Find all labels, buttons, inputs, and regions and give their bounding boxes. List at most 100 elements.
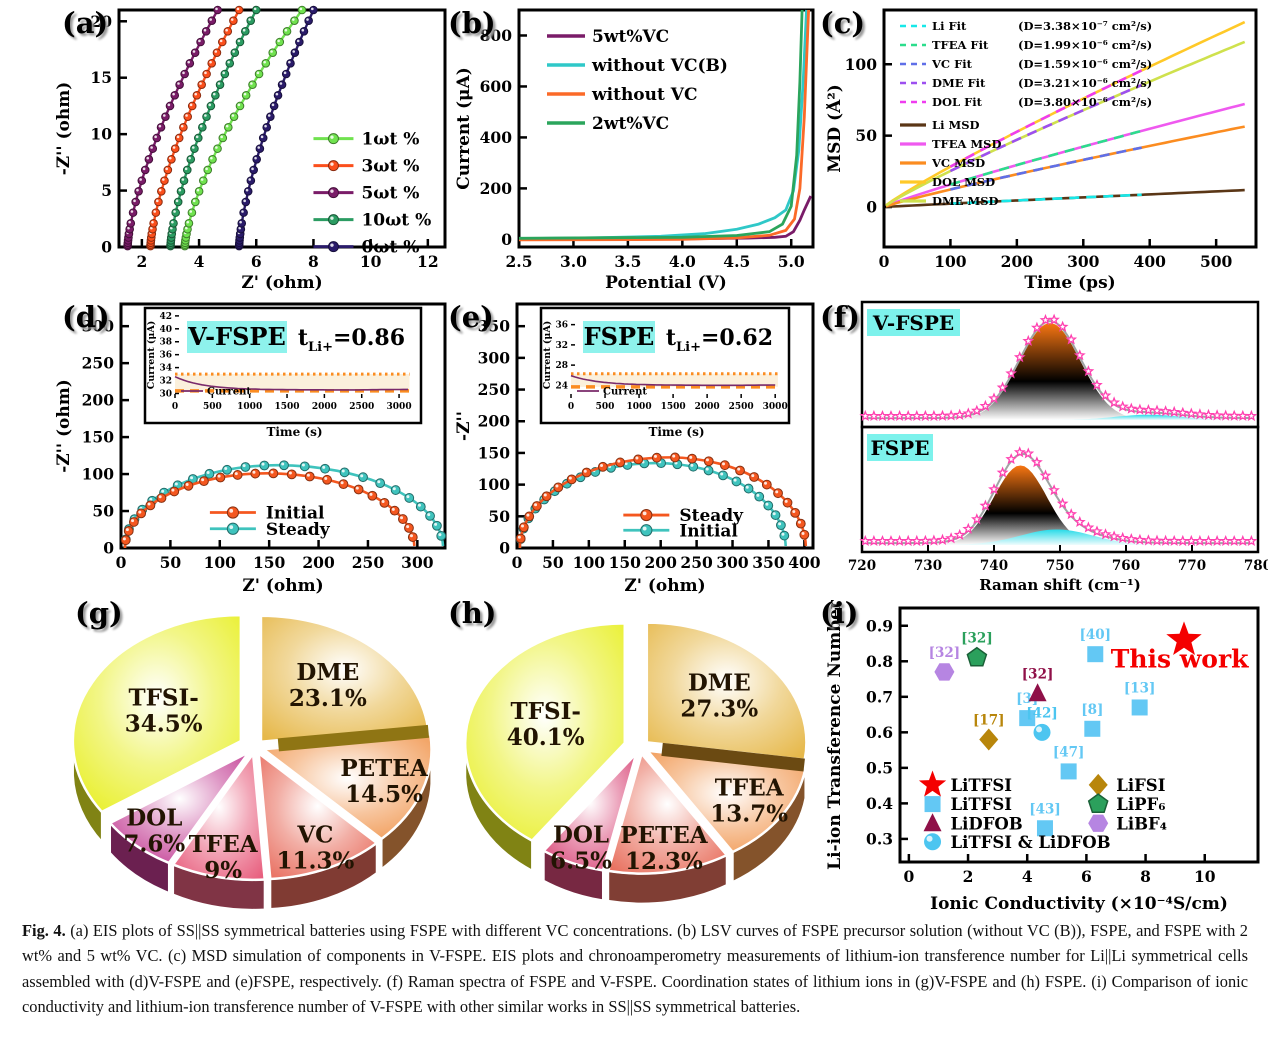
svg-text:without VC: without VC bbox=[591, 85, 698, 105]
svg-text:tLi+=0.86: tLi+=0.86 bbox=[298, 325, 405, 355]
svg-text:2000: 2000 bbox=[695, 402, 720, 412]
svg-text:TFSI-: TFSI- bbox=[511, 698, 581, 725]
svg-text:5ωt %: 5ωt % bbox=[361, 184, 419, 204]
panel-label-f: (f) bbox=[820, 300, 860, 334]
svg-text:0.8: 0.8 bbox=[866, 652, 893, 671]
svg-text:without VC(B): without VC(B) bbox=[591, 56, 728, 76]
svg-text:Time (ps): Time (ps) bbox=[1024, 273, 1115, 293]
svg-text:PETEA: PETEA bbox=[340, 755, 428, 782]
svg-text:Li-ion Transference Number: Li-ion Transference Number bbox=[826, 600, 845, 870]
svg-text:4: 4 bbox=[194, 252, 205, 271]
svg-text:5.0: 5.0 bbox=[778, 252, 805, 271]
svg-text:34: 34 bbox=[159, 364, 172, 374]
svg-text:Steady: Steady bbox=[679, 506, 744, 526]
svg-text:11.3%: 11.3% bbox=[276, 848, 354, 875]
svg-text:Current (μA): Current (μA) bbox=[542, 321, 553, 389]
svg-text:32: 32 bbox=[159, 377, 172, 387]
svg-text:2500: 2500 bbox=[349, 402, 374, 412]
svg-text:-Z'' (ohm): -Z'' (ohm) bbox=[55, 379, 74, 473]
svg-text:DOL Fit: DOL Fit bbox=[932, 95, 983, 109]
svg-text:0.7: 0.7 bbox=[866, 687, 893, 706]
svg-text:150: 150 bbox=[253, 553, 286, 572]
svg-text:Steady: Steady bbox=[266, 520, 331, 540]
svg-text:Raman shift (cm⁻¹): Raman shift (cm⁻¹) bbox=[979, 576, 1141, 594]
svg-text:34.5%: 34.5% bbox=[125, 710, 203, 737]
svg-text:(D=3.80×10⁻⁶ cm²/s): (D=3.80×10⁻⁶ cm²/s) bbox=[1018, 95, 1152, 109]
svg-text:780: 780 bbox=[1244, 558, 1268, 574]
svg-text:[40]: [40] bbox=[1079, 627, 1111, 643]
svg-text:tLi+=0.62: tLi+=0.62 bbox=[666, 325, 773, 355]
svg-text:42: 42 bbox=[159, 312, 172, 322]
svg-text:4: 4 bbox=[1022, 867, 1033, 886]
panel-g-pie-vfspe: DME 23.1% PETEA 14.5% VC 11.3% TFEA 9% DOL 7.6% TF… bbox=[55, 600, 455, 916]
svg-text:[8]: [8] bbox=[1081, 702, 1103, 718]
svg-text:Current: Current bbox=[603, 387, 647, 398]
svg-text:[32]: [32] bbox=[929, 645, 961, 661]
svg-text:Z' (ohm): Z' (ohm) bbox=[624, 576, 705, 596]
svg-text:8: 8 bbox=[1140, 867, 1151, 886]
svg-text:(D=3.38×10⁻⁷ cm²/s): (D=3.38×10⁻⁷ cm²/s) bbox=[1018, 19, 1152, 33]
svg-text:750: 750 bbox=[1046, 558, 1074, 574]
panel-f-raman: V-FSPE FSPE 720 730 740 750 760 770 780 Raman shi… bbox=[826, 296, 1268, 598]
svg-text:1500: 1500 bbox=[661, 402, 686, 412]
svg-text:32: 32 bbox=[555, 341, 568, 351]
svg-text:TFEA MSD: TFEA MSD bbox=[932, 137, 1001, 151]
svg-text:DME: DME bbox=[688, 669, 751, 696]
svg-text:2: 2 bbox=[136, 252, 147, 271]
svg-text:300: 300 bbox=[716, 553, 749, 572]
svg-text:DME Fit: DME Fit bbox=[932, 76, 986, 90]
svg-text:Potential (V): Potential (V) bbox=[605, 273, 727, 293]
svg-text:350: 350 bbox=[478, 317, 511, 336]
svg-text:VC MSD: VC MSD bbox=[931, 156, 985, 170]
svg-text:VC: VC bbox=[296, 822, 333, 849]
svg-text:4.0: 4.0 bbox=[669, 252, 696, 271]
svg-text:[47]: [47] bbox=[1053, 744, 1085, 760]
svg-text:15: 15 bbox=[90, 68, 112, 87]
svg-text:13.7%: 13.7% bbox=[710, 800, 788, 827]
svg-text:200: 200 bbox=[82, 391, 115, 410]
svg-text:3ωt %: 3ωt % bbox=[361, 157, 419, 177]
svg-text:24: 24 bbox=[555, 381, 568, 391]
caption-prefix: Fig. 4. bbox=[22, 921, 66, 940]
svg-text:V-FSPE: V-FSPE bbox=[187, 322, 286, 351]
svg-text:500: 500 bbox=[596, 402, 615, 412]
svg-text:DOL: DOL bbox=[553, 822, 609, 849]
panel-label-b: (b) bbox=[448, 6, 496, 40]
panel-c-msd: 0 100 200 300 400 500 0 50 100 Time (ps) MSD (Å²) L… bbox=[826, 4, 1268, 295]
svg-text:Current (μA): Current (μA) bbox=[146, 321, 157, 389]
svg-text:50: 50 bbox=[160, 553, 182, 572]
svg-text:Time (s): Time (s) bbox=[648, 425, 704, 439]
svg-text:150: 150 bbox=[609, 553, 642, 572]
svg-text:Initial: Initial bbox=[266, 504, 325, 524]
svg-text:2000: 2000 bbox=[312, 402, 337, 412]
svg-text:Ionic Conductivity (×10⁻⁴S/cm): Ionic Conductivity (×10⁻⁴S/cm) bbox=[930, 894, 1228, 914]
svg-text:DOL MSD: DOL MSD bbox=[932, 175, 995, 189]
svg-text:VC Fit: VC Fit bbox=[931, 57, 973, 71]
svg-text:TFSI-: TFSI- bbox=[128, 684, 198, 711]
svg-text:100: 100 bbox=[82, 465, 115, 484]
svg-text:36: 36 bbox=[555, 321, 568, 331]
panel-i-scatter: 0 2 4 6 8 10 0.3 0.4 0.5 0.6 0.7 0.8 0.9 Ionic Conduc… bbox=[826, 600, 1268, 916]
svg-text:Initial: Initial bbox=[679, 521, 738, 541]
svg-text:LiTFSI: LiTFSI bbox=[951, 776, 1013, 795]
svg-text:LiTFSI & LiDFOB: LiTFSI & LiDFOB bbox=[951, 833, 1111, 852]
svg-text:8: 8 bbox=[308, 252, 319, 271]
svg-text:300: 300 bbox=[1067, 252, 1100, 271]
svg-text:300: 300 bbox=[401, 553, 434, 572]
svg-text:10: 10 bbox=[1194, 867, 1216, 886]
svg-text:V-FSPE: V-FSPE bbox=[872, 311, 954, 335]
svg-text:5wt%VC: 5wt%VC bbox=[592, 27, 669, 47]
panel-d-nyquist-vfspe: 0 50 100 150 200 250 300 0 50 100 150 200 250 300 Z' (… bbox=[55, 296, 455, 598]
svg-text:[43]: [43] bbox=[1029, 801, 1061, 817]
svg-text:0: 0 bbox=[499, 539, 510, 558]
svg-text:800: 800 bbox=[480, 26, 513, 45]
svg-text:0: 0 bbox=[866, 198, 877, 217]
svg-text:12.3%: 12.3% bbox=[625, 848, 703, 875]
svg-text:0.3: 0.3 bbox=[866, 829, 893, 848]
svg-text:LiTFSI: LiTFSI bbox=[951, 795, 1013, 814]
svg-text:0: 0 bbox=[879, 252, 890, 271]
svg-text:This work: This work bbox=[1111, 644, 1249, 673]
svg-text:150: 150 bbox=[478, 443, 511, 462]
svg-text:40: 40 bbox=[159, 325, 172, 335]
svg-text:150: 150 bbox=[82, 428, 115, 447]
